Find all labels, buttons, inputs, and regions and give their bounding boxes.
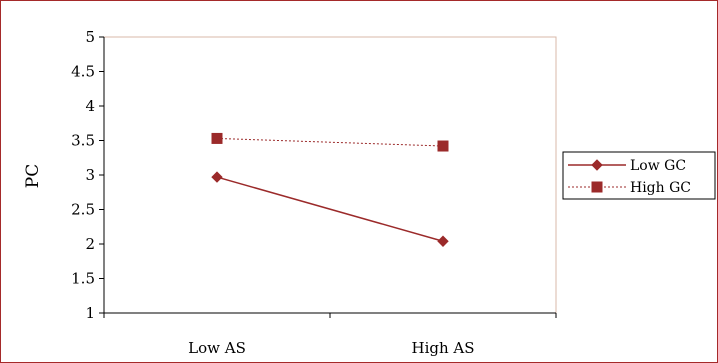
legend-box: [562, 151, 716, 200]
data-point: [211, 171, 223, 183]
y-tick-label: 2: [85, 235, 95, 253]
series-line-high-gc: [216, 137, 444, 147]
y-tick-label: 3.5: [71, 132, 95, 150]
legend-items: Low GC High GC: [568, 158, 691, 196]
data-point: [437, 235, 449, 247]
y-tick-label: 3: [85, 166, 95, 184]
series-layer: [211, 132, 449, 247]
y-ticks: 1 1.5 2 2.5 3 3.5 4 4.5 5: [71, 28, 104, 322]
y-tick-label: 4: [85, 97, 95, 115]
y-tick-label: 1.5: [71, 270, 95, 288]
y-tick-label: 2.5: [71, 201, 95, 219]
x-tick-label: High AS: [411, 339, 474, 357]
x-tick-label: Low AS: [188, 339, 246, 357]
data-point: [437, 140, 449, 152]
legend: Low GC High GC: [562, 151, 716, 200]
plot-area: [103, 36, 557, 314]
x-ticks: Low AS High AS: [103, 313, 557, 357]
legend-marker: [591, 159, 603, 171]
data-point: [211, 132, 223, 144]
legend-label: Low GC: [630, 158, 686, 174]
legend-marker: [591, 181, 603, 193]
legend-label: High GC: [630, 180, 691, 196]
y-tick-label: 5: [85, 28, 95, 46]
y-axis-title: PC: [23, 164, 43, 188]
y-tick-label: 1: [85, 304, 95, 322]
series-line-low-gc: [216, 176, 444, 242]
y-tick-label: 4.5: [71, 63, 95, 81]
